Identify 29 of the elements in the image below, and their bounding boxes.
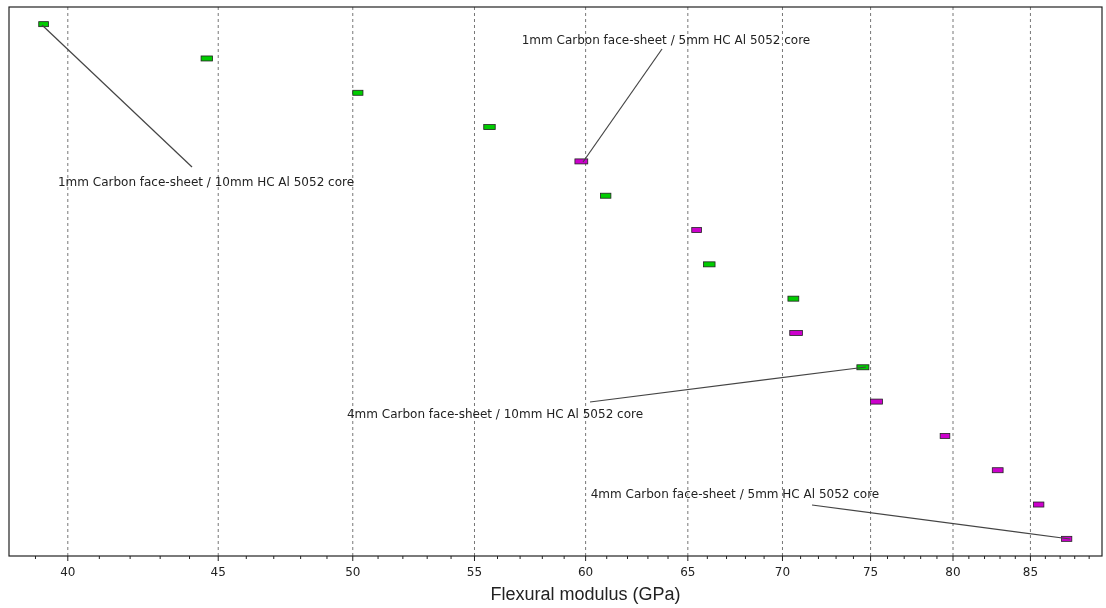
x-tick-label: 45 <box>210 565 226 579</box>
bar <box>600 192 612 199</box>
x-tick-label: 80 <box>945 565 961 579</box>
bar <box>691 227 702 233</box>
bar <box>1033 501 1045 508</box>
bar <box>991 467 1004 474</box>
x-tick-label: 60 <box>577 565 594 579</box>
bar <box>38 21 49 28</box>
x-tick-label: 75 <box>862 565 879 579</box>
bar <box>352 89 364 96</box>
bar <box>789 330 803 336</box>
annotation: 1mm Carbon face-sheet / 10mm HC Al 5052 core <box>57 175 355 189</box>
bar <box>787 295 800 302</box>
annotation: 4mm Carbon face-sheet / 10mm HC Al 5052 core <box>346 407 644 421</box>
x-tick-label: 65 <box>680 565 696 579</box>
x-axis-title: Flexural modulus (GPa) <box>490 584 681 604</box>
bar <box>483 124 496 130</box>
bar <box>703 261 716 268</box>
annotation: 1mm Carbon face-sheet / 5mm HC Al 5052 core <box>521 33 811 47</box>
x-tick-label: 70 <box>774 565 791 579</box>
x-tick-label: 55 <box>466 565 483 579</box>
bar <box>870 398 883 405</box>
bar <box>939 433 951 439</box>
bar <box>200 55 213 62</box>
x-tick-label: 40 <box>60 565 76 579</box>
bar <box>574 158 589 165</box>
x-tick-label: 50 <box>345 565 361 579</box>
x-tick-label: 85 <box>1022 565 1039 579</box>
annotation: 4mm Carbon face-sheet / 5mm HC Al 5052 core <box>590 487 880 501</box>
